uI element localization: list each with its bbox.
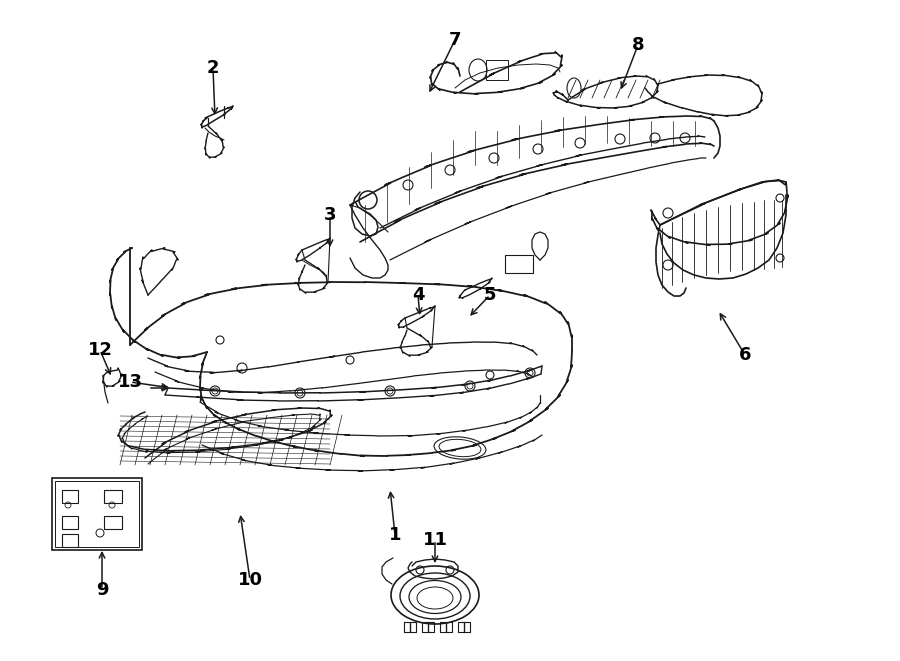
Bar	[55, 481, 139, 547]
Text: 9: 9	[95, 581, 108, 599]
Text: 10: 10	[238, 571, 263, 589]
Bar	[52, 478, 142, 550]
Bar	[104, 516, 122, 529]
Text: 1: 1	[389, 526, 401, 544]
Text: 8: 8	[632, 36, 644, 54]
Text: 3: 3	[324, 206, 337, 224]
Bar	[62, 516, 78, 529]
Text: 2: 2	[207, 59, 220, 77]
Text: 7: 7	[449, 31, 461, 49]
Text: 13: 13	[118, 373, 142, 391]
Bar	[62, 534, 78, 547]
Text: 4: 4	[412, 286, 424, 304]
Bar	[104, 490, 122, 503]
Bar	[62, 490, 78, 503]
Bar	[505, 255, 533, 273]
Text: 5: 5	[484, 286, 496, 304]
Text: 11: 11	[422, 531, 447, 549]
Bar	[486, 60, 508, 80]
Text: 12: 12	[87, 341, 112, 359]
Text: 6: 6	[739, 346, 752, 364]
